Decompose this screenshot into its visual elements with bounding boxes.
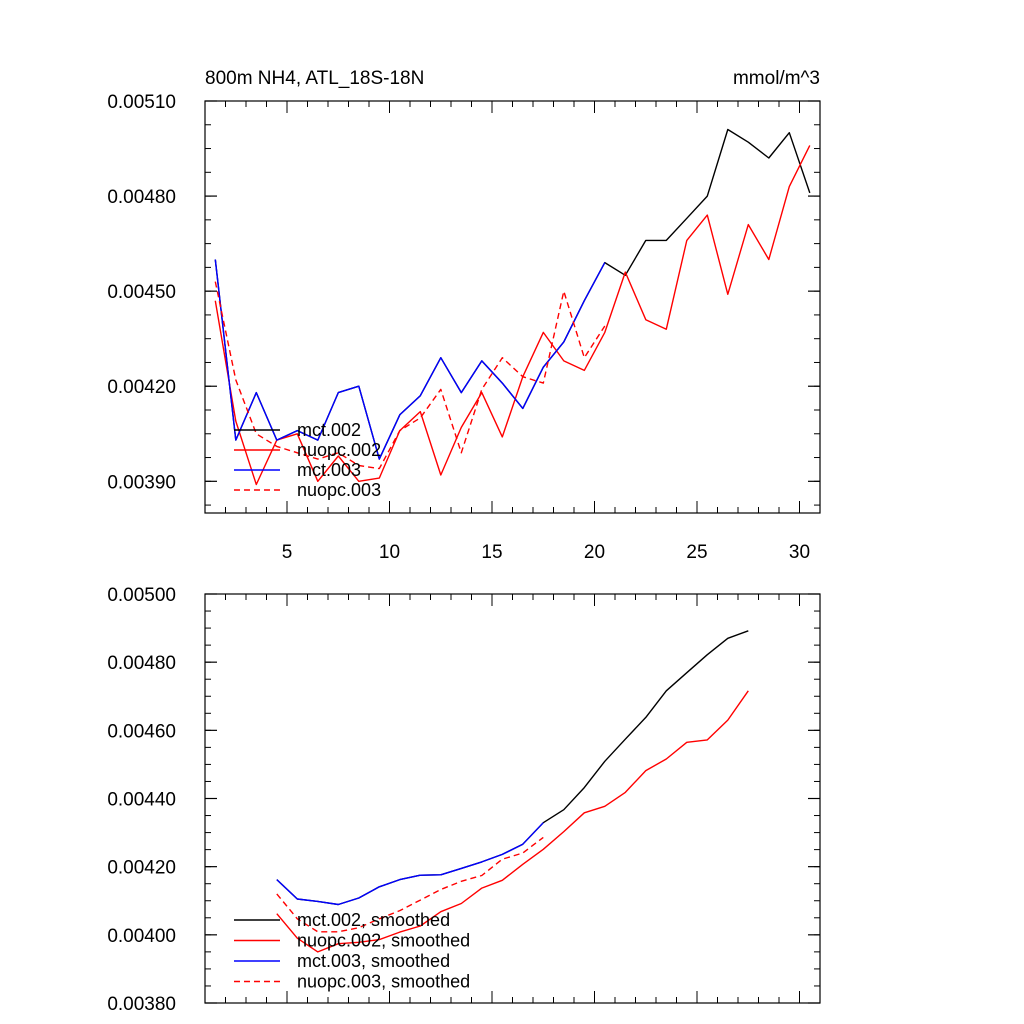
y-tick-label: 0.00500 — [107, 585, 176, 606]
legend-label: nuopc.002 — [297, 440, 381, 460]
legend-label: mct.003 — [297, 460, 361, 480]
series-line-nuopc-002 — [214, 145, 811, 486]
x-tick-label: 15 — [481, 542, 502, 563]
legend-label: mct.003, smoothed — [297, 951, 450, 971]
y-tick-label: 0.00480 — [107, 653, 176, 674]
series-line-mct-003 — [214, 259, 606, 460]
series-line-mct-002 — [214, 128, 811, 460]
y-tick-label: 0.00440 — [107, 790, 176, 811]
legend-label: nuopc.003 — [297, 480, 381, 500]
x-tick-label: 25 — [686, 542, 707, 563]
x-tick-label: 20 — [584, 542, 605, 563]
x-tick-label: 30 — [789, 542, 810, 563]
legend-label: nuopc.003, smoothed — [297, 972, 470, 992]
chart-title: 800m NH4, ATL_18S-18N — [205, 68, 424, 89]
series-line-nuopc-003 — [214, 281, 606, 470]
x-tick-label: 5 — [282, 542, 293, 563]
series-line-nuopc-003-smoothed — [276, 836, 544, 933]
series-line-mct-002-smoothed — [276, 630, 749, 906]
y-tick-label: 0.00460 — [107, 721, 176, 742]
y-tick-label: 0.00400 — [107, 926, 176, 947]
chart-panel-bottom: 0.00380 0.00400 0.00420 0.00440 0.00460 0.004… — [107, 585, 821, 1015]
y-tick-label: 0.00420 — [107, 377, 176, 398]
chart-panel-top: 0.00390 0.00420 0.00450 0.00480 0.00510 5 10 15… — [107, 68, 821, 563]
y-tick-label: 0.00390 — [107, 472, 176, 493]
y-tick-label: 0.00510 — [107, 92, 176, 113]
y-tick-label: 0.00420 — [107, 858, 176, 879]
y-tick-label: 0.00380 — [107, 994, 176, 1015]
y-tick-label: 0.00480 — [107, 187, 176, 208]
legend-label: mct.002, smoothed — [297, 910, 450, 930]
legend-label: mct.002 — [297, 420, 361, 440]
chart-units: mmol/m^3 — [733, 68, 820, 89]
x-tick-label: 10 — [379, 542, 400, 563]
series-line-mct-003-smoothed — [276, 822, 544, 906]
series-line-nuopc-002-smoothed — [276, 690, 749, 953]
y-tick-label: 0.00450 — [107, 282, 176, 303]
legend-label: nuopc.002, smoothed — [297, 931, 470, 951]
